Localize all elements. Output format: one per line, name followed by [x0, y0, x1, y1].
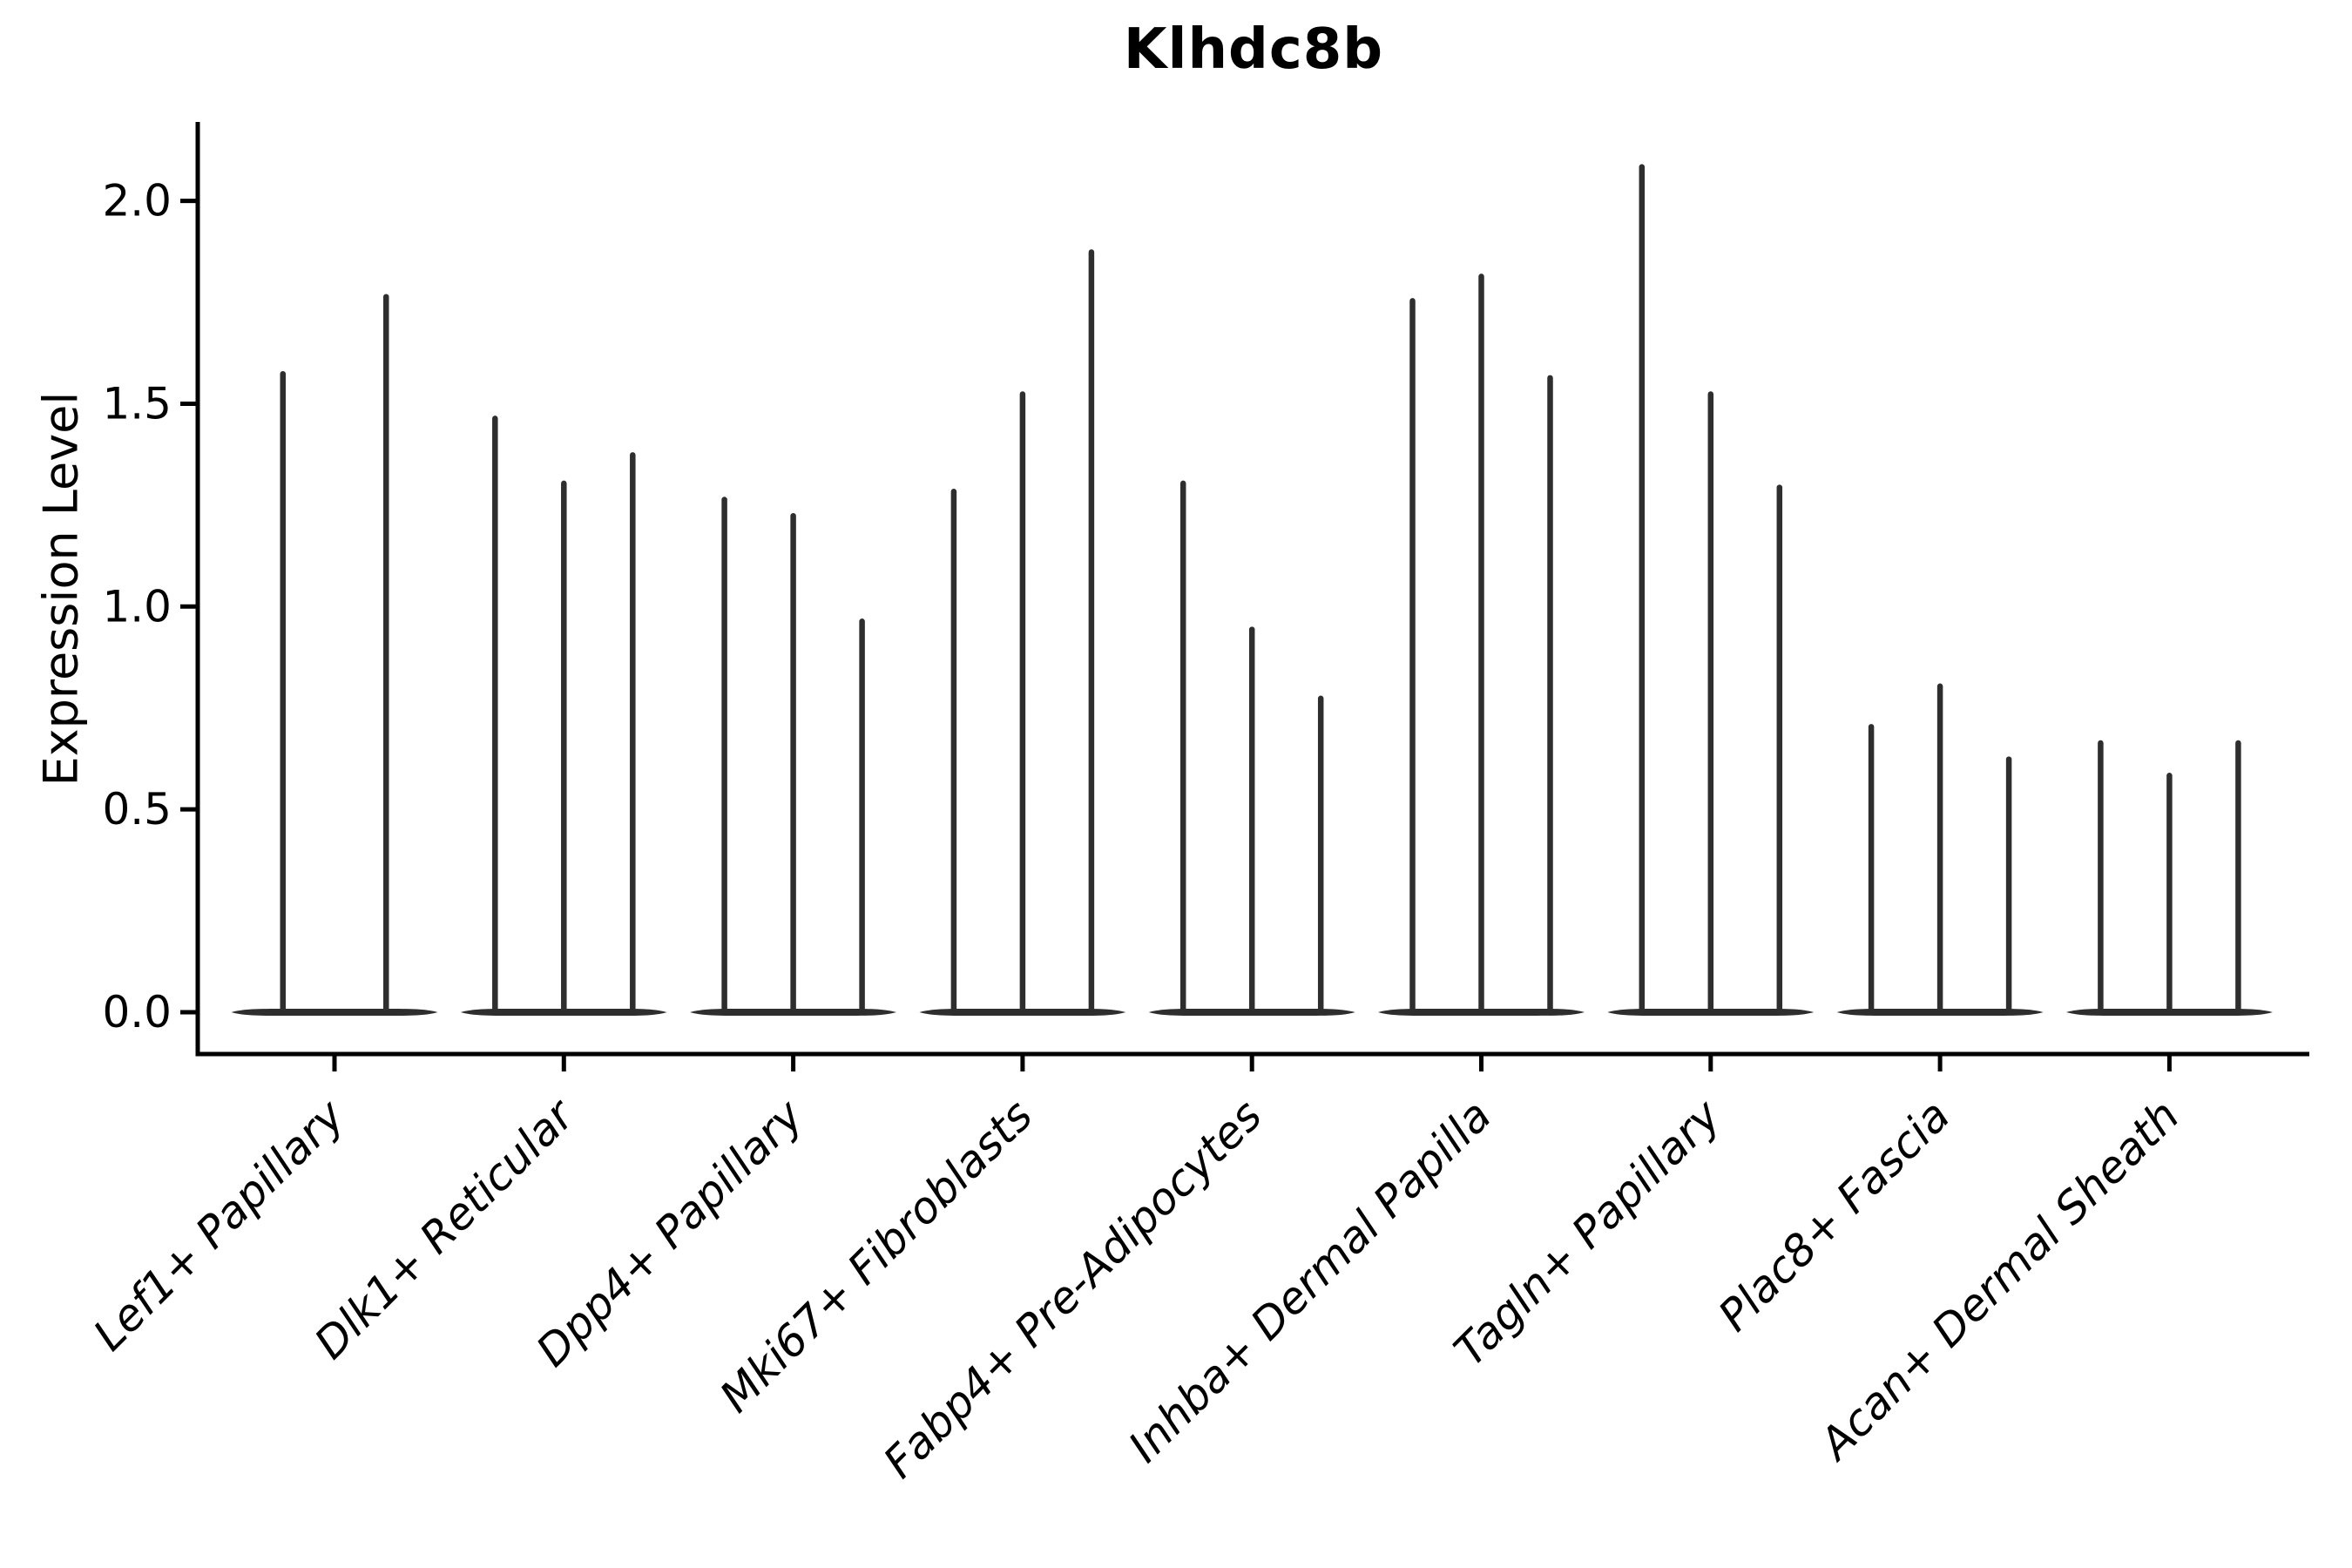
x-tick-label: Fabp4+ Pre-Adipocytes — [874, 1090, 1272, 1488]
chart-title: Klhdc8b — [1123, 17, 1384, 82]
y-tick-label: 1.0 — [102, 581, 172, 632]
y-tick-label: 1.5 — [102, 378, 172, 429]
x-tick-label: Plac8+ Fascia — [1709, 1090, 1960, 1341]
x-tick-label: Inhba+ Dermal Papilla — [1119, 1090, 1501, 1471]
x-tick-label: Acan+ Dermal Sheath — [1808, 1090, 2189, 1470]
violin-base — [231, 1009, 438, 1016]
y-tick-label: 2.0 — [102, 176, 172, 226]
y-tick-label: 0.0 — [102, 987, 172, 1037]
y-tick-label: 0.5 — [102, 784, 172, 835]
x-tick-label: Lef1+ Papillary — [84, 1089, 355, 1360]
